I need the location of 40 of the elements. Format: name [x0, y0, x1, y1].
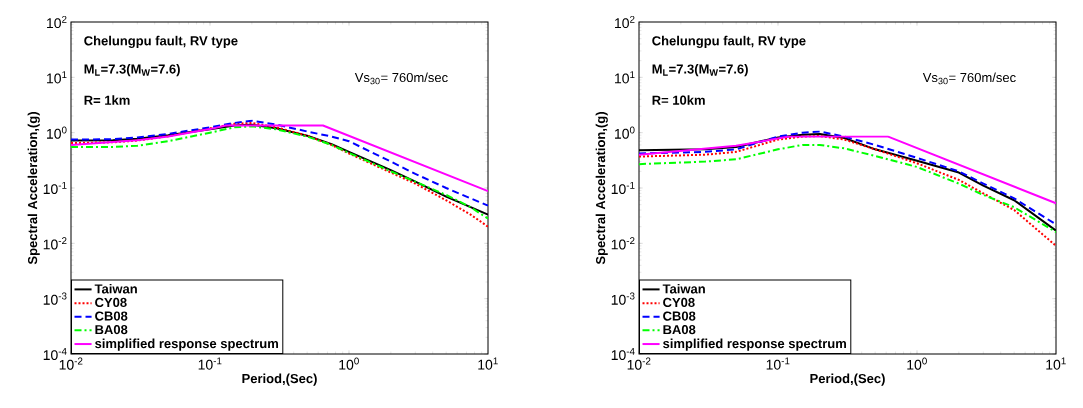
y-tick-label: 10$^{-1}$	[43, 181, 67, 195]
annotation: R= 10km	[652, 95, 705, 105]
y-tick-label: 10$^{0}$	[615, 126, 635, 139]
y-tick-label: 10$^{-1}$	[611, 181, 635, 195]
annotation: M$_{L}$=7.3(M$_{W}$=7.6)	[84, 64, 180, 77]
legend-label: CB08	[95, 311, 128, 321]
x-tick-label: 10$^{-1}$	[766, 357, 790, 370]
legend-label: Taiwan	[662, 283, 705, 294]
legend-label: CY08	[95, 297, 127, 308]
legend-label: BA08	[663, 325, 696, 335]
legend-label: simplified response spectrum	[95, 338, 278, 351]
y-tick-label: 10$^{-3}$	[611, 292, 635, 305]
legend-label: Taiwan	[94, 283, 137, 294]
legend-label: BA08	[95, 325, 128, 335]
y-tick-label: 10$^{1}$	[47, 71, 67, 84]
annotation: M$_{L}$=7.3(M$_{W}$=7.6)	[652, 64, 748, 77]
y-axis-title: Spectral Acceleration,(g)	[27, 112, 40, 265]
y-tick-label: 10$^{2}$	[615, 15, 635, 29]
legend-label: simplified response spectrum	[663, 338, 846, 351]
legend-label: CY08	[663, 297, 695, 308]
annotation: Chelungpu fault, RV type	[84, 35, 238, 49]
x-axis-title: Period,(Sec)	[242, 373, 317, 386]
x-tick-label: 10$^{-1}$	[198, 357, 222, 370]
annotation: Chelungpu fault, RV type	[652, 35, 806, 49]
annotation: R= 1km	[84, 95, 130, 105]
x-tick-label: 10$^{0}$	[907, 357, 927, 370]
y-tick-label: 10$^{-2}$	[611, 237, 635, 250]
y-tick-label: 10$^{-2}$	[43, 237, 67, 250]
y-tick-label: 10$^{2}$	[47, 15, 67, 29]
y-tick-label: 10$^{0}$	[47, 126, 67, 139]
y-axis-title: Spectral Acceleration,(g)	[595, 112, 608, 265]
annotation: Vs$_{30}$= 760m/sec	[354, 72, 448, 85]
annotation: Vs$_{30}$= 760m/sec	[922, 72, 1016, 85]
y-tick-label: 10$^{1}$	[615, 71, 635, 84]
x-tick-label: 10$^{1}$	[1046, 357, 1066, 370]
x-tick-label: 10$^{1}$	[478, 357, 498, 370]
x-tick-label: 10$^{0}$	[339, 357, 359, 370]
y-tick-label: 10$^{-3}$	[43, 292, 67, 305]
x-axis-title: Period,(Sec)	[810, 373, 885, 386]
legend-label: CB08	[663, 311, 696, 321]
